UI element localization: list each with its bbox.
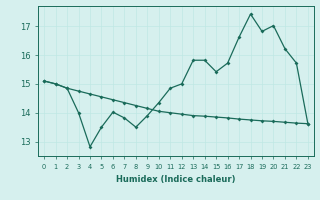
X-axis label: Humidex (Indice chaleur): Humidex (Indice chaleur) [116, 175, 236, 184]
